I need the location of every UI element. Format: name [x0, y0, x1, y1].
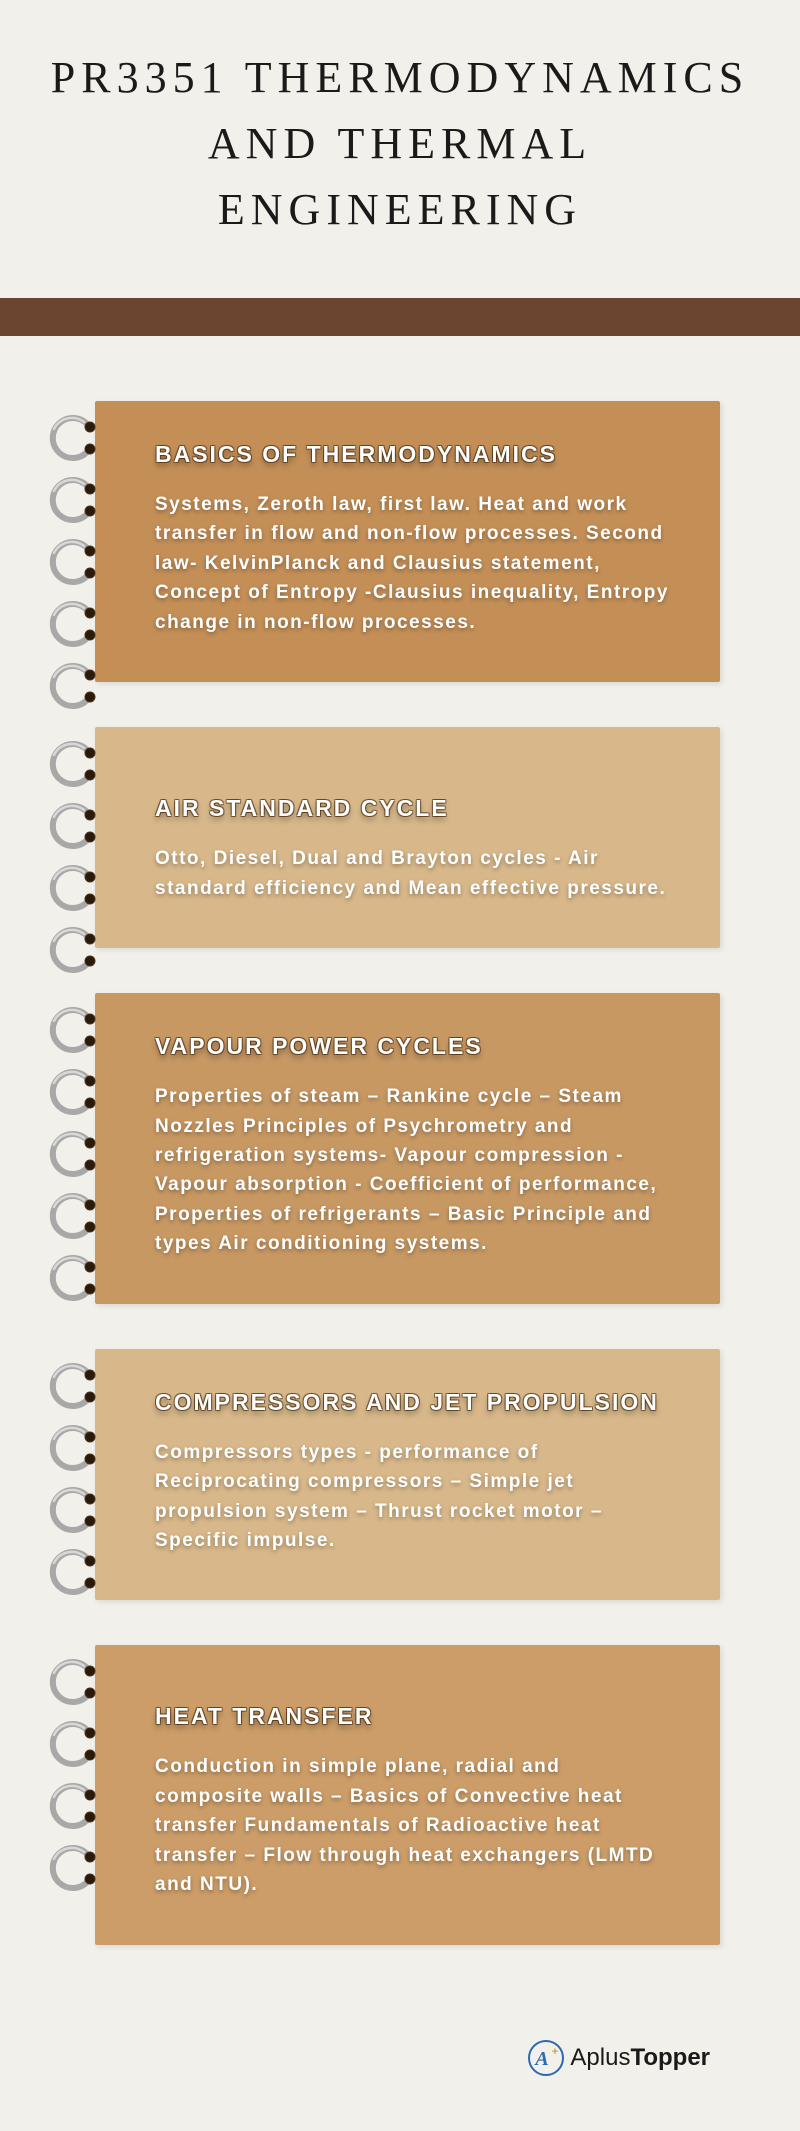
- spiral-ring-icon: [40, 1653, 98, 1711]
- spiral-ring-icon: [40, 471, 98, 529]
- spiral-binding: [40, 993, 110, 1304]
- logo-text-bold: Topper: [630, 2044, 710, 2071]
- spiral-ring-icon: [40, 1249, 98, 1307]
- page-header: PR3351 THERMODYNAMICS AND THERMAL ENGINE…: [0, 0, 800, 298]
- spiral-ring-icon: [40, 797, 98, 855]
- spiral-ring-icon: [40, 595, 98, 653]
- card-body: Conduction in simple plane, radial and c…: [155, 1752, 670, 1899]
- spiral-ring-icon: [40, 1419, 98, 1477]
- spiral-ring-icon: [40, 859, 98, 917]
- logo-badge-icon: A +: [528, 2040, 564, 2076]
- spiral-ring-icon: [40, 1481, 98, 1539]
- page-title: PR3351 THERMODYNAMICS AND THERMAL ENGINE…: [40, 45, 760, 243]
- spiral-binding: [40, 401, 110, 682]
- syllabus-card: BASICS OF THERMODYNAMICS Systems, Zeroth …: [95, 401, 720, 682]
- spiral-ring-icon: [40, 921, 98, 979]
- divider-bar: [0, 298, 800, 336]
- spiral-ring-icon: [40, 1715, 98, 1773]
- card-body: Compressors types - performance of Recip…: [155, 1438, 670, 1556]
- spiral-ring-icon: [40, 1357, 98, 1415]
- spiral-ring-icon: [40, 1777, 98, 1835]
- spiral-ring-icon: [40, 1839, 98, 1897]
- card-title: COMPRESSORS AND JET PROPULSION: [155, 1389, 670, 1416]
- spiral-ring-icon: [40, 735, 98, 793]
- spiral-ring-icon: [40, 409, 98, 467]
- spiral-ring-icon: [40, 1001, 98, 1059]
- spiral-ring-icon: [40, 1543, 98, 1601]
- spiral-ring-icon: [40, 657, 98, 715]
- spiral-ring-icon: [40, 1063, 98, 1121]
- spiral-binding: [40, 1349, 110, 1601]
- card-body: Otto, Diesel, Dual and Brayton cycles - …: [155, 844, 670, 903]
- title-line-1: PR3351 THERMODYNAMICS: [51, 53, 750, 102]
- spiral-binding: [40, 1645, 110, 1944]
- card-body: Systems, Zeroth law, first law. Heat and…: [155, 490, 670, 637]
- card-title: HEAT TRANSFER: [155, 1685, 670, 1730]
- logo-text: AplusTopper: [570, 2044, 710, 2072]
- card-title: VAPOUR POWER CYCLES: [155, 1033, 670, 1060]
- syllabus-card: COMPRESSORS AND JET PROPULSION Compressor…: [95, 1349, 720, 1601]
- card-title: AIR STANDARD CYCLE: [155, 767, 670, 822]
- title-line-2: AND THERMAL ENGINEERING: [208, 119, 592, 234]
- card-list: BASICS OF THERMODYNAMICS Systems, Zeroth …: [0, 401, 800, 2030]
- card-title: BASICS OF THERMODYNAMICS: [155, 441, 670, 468]
- syllabus-card: AIR STANDARD CYCLE Otto, Diesel, Dual and…: [95, 727, 720, 948]
- footer: A + AplusTopper: [0, 2030, 800, 2131]
- svg-text:+: +: [552, 2046, 558, 2058]
- svg-text:A: A: [534, 2048, 549, 2070]
- syllabus-card: HEAT TRANSFER Conduction in simple plane,…: [95, 1645, 720, 1944]
- spiral-ring-icon: [40, 1187, 98, 1245]
- card-body: Properties of steam – Rankine cycle – St…: [155, 1082, 670, 1259]
- logo-text-plain: Aplus: [570, 2044, 630, 2071]
- spiral-ring-icon: [40, 533, 98, 591]
- logo: A + AplusTopper: [528, 2040, 710, 2076]
- spiral-ring-icon: [40, 1125, 98, 1183]
- spiral-binding: [40, 727, 110, 948]
- syllabus-card: VAPOUR POWER CYCLES Properties of steam –…: [95, 993, 720, 1304]
